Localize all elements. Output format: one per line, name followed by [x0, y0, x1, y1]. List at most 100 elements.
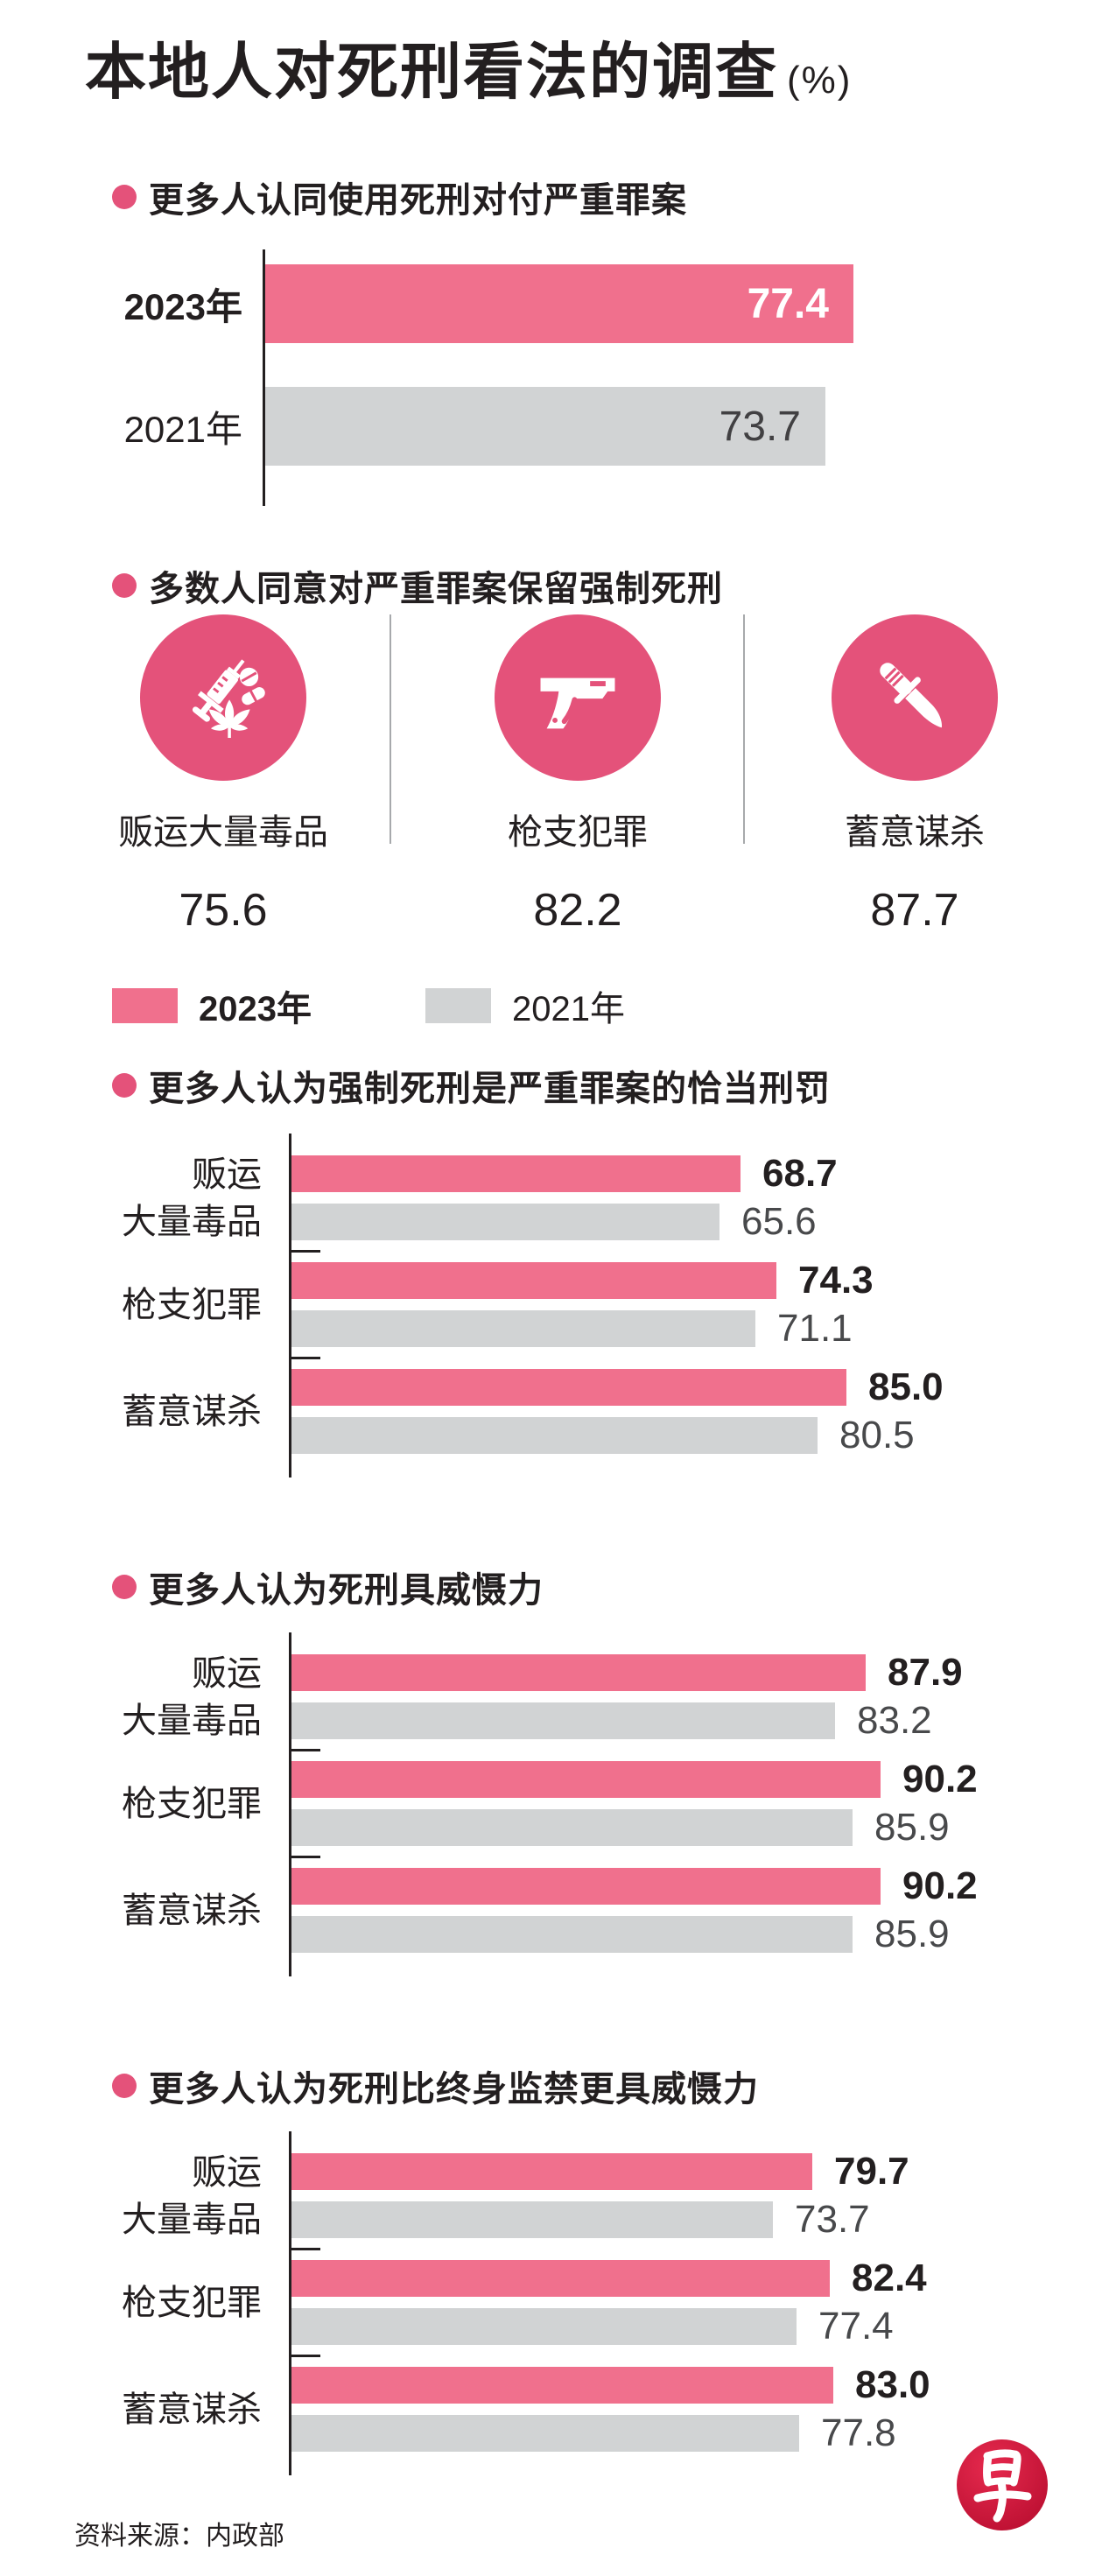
category-label: 蓄意谋杀	[122, 2390, 262, 2429]
value-label: 77.4	[818, 2305, 894, 2348]
bar-2021	[291, 1204, 719, 1240]
bar-row: 87.9	[291, 1651, 1027, 1694]
chart-appropriate-punishment: 贩运 大量毒品 68.7 65.6 枪支犯罪 74.3 71.1 蓄意谋杀 85.0 80.5	[122, 1134, 1027, 1478]
section-header-agree-death-penalty: 更多人认同使用死刑对付严重罪案	[112, 172, 687, 222]
icon-stat-label: 贩运大量毒品	[118, 813, 328, 852]
value-label: 87.9	[888, 1651, 963, 1694]
value-label: 85.9	[874, 1913, 950, 1955]
value-label: 90.2	[902, 1758, 978, 1800]
source-note: 资料来源：内政部	[74, 2522, 284, 2551]
section-header-retain-mandatory: 多数人同意对严重罪案保留强制死刑	[112, 560, 723, 611]
column-divider	[390, 614, 391, 844]
page-title: 本地人对死刑看法的调查 (%)	[85, 23, 852, 111]
icon-stat-gun: 枪支犯罪 82.2	[442, 611, 713, 937]
icon-stat-murder: 蓄意谋杀 87.7	[779, 611, 1050, 937]
bar-group: 贩运 大量毒品 68.7 65.6	[122, 1152, 1027, 1243]
bar-row: 83.0	[291, 2363, 1027, 2406]
zaobao-logo-icon	[957, 2439, 1048, 2530]
value-label: 74.3	[798, 1259, 874, 1302]
bar-group: 枪支犯罪 90.2 85.9	[122, 1749, 1027, 1849]
icon-stat-label: 蓄意谋杀	[845, 813, 985, 852]
value-label: 65.6	[741, 1200, 817, 1243]
category-label: 蓄意谋杀	[122, 1891, 262, 1930]
bar-2021: 73.7	[265, 387, 825, 466]
drug-trafficking-icon	[140, 614, 306, 781]
category-label: 贩运 大量毒品	[122, 2152, 262, 2239]
chart-deterrent: 贩运 大量毒品 87.9 83.2 枪支犯罪 90.2 85.9 蓄意谋杀 90.2 85.9	[122, 1632, 1027, 1976]
bar-row: 90.2	[291, 1758, 1027, 1800]
bar-2023	[291, 1761, 881, 1798]
bar-row: 82.4	[291, 2257, 1027, 2299]
icon-stats-row: 贩运大量毒品 75.6 枪支犯罪 82.2 蓄意谋杀 87.7	[0, 611, 1095, 952]
bar-row: 68.7	[291, 1152, 1027, 1195]
bar-2021	[291, 2308, 797, 2345]
bar-2021	[291, 1310, 755, 1347]
legend-label-2021: 2021年	[511, 990, 625, 1028]
bullet-icon	[112, 185, 137, 209]
category-label: 蓄意谋杀	[122, 1392, 262, 1431]
bar-2023	[291, 1868, 881, 1905]
bar-row: 2023年 77.4	[124, 264, 1053, 343]
section-header-appropriate-punishment: 更多人认为强制死刑是严重罪案的恰当刑罚	[112, 1060, 831, 1111]
bar-group: 枪支犯罪 74.3 71.1	[122, 1250, 1027, 1350]
value-label: 85.9	[874, 1806, 950, 1849]
value-label: 77.4	[747, 280, 829, 327]
bullet-icon	[112, 2074, 137, 2098]
bar-row: 65.6	[291, 1200, 1027, 1243]
value-label: 80.5	[839, 1414, 915, 1456]
category-label: 2023年	[123, 285, 242, 327]
category-label: 枪支犯罪	[122, 1285, 262, 1324]
bullet-icon	[112, 1073, 137, 1098]
icon-stat-value: 87.7	[870, 885, 959, 936]
section-title: 多数人同意对严重罪案保留强制死刑	[149, 570, 723, 608]
value-label: 90.2	[902, 1864, 978, 1907]
bar-2023	[291, 1369, 846, 1406]
chart-legend: 2023年 2021年	[112, 980, 625, 1031]
section-title: 更多人认为强制死刑是严重罪案的恰当刑罚	[149, 1070, 831, 1108]
bar-2023	[291, 1654, 866, 1691]
bar-row: 85.9	[291, 1806, 1027, 1849]
bar-2023	[291, 2367, 833, 2404]
gun-icon	[495, 614, 661, 781]
bar-group: 贩运 大量毒品 87.9 83.2	[122, 1651, 1027, 1742]
bar-group: 贩运 大量毒品 79.7 73.7	[122, 2150, 1027, 2241]
value-label: 73.7	[795, 2198, 870, 2241]
category-label: 贩运 大量毒品	[122, 1653, 262, 1740]
bar-row: 77.8	[291, 2411, 1027, 2454]
knife-icon	[832, 614, 998, 781]
icon-stat-value: 82.2	[533, 885, 622, 936]
legend-item-2021: 2021年	[425, 980, 625, 1031]
chart-agree-death-penalty: 2023年 77.4 2021年 73.7	[124, 249, 1053, 506]
bar-row: 74.3	[291, 1259, 1027, 1302]
bar-group: 蓄意谋杀 83.0 77.8	[122, 2355, 1027, 2454]
icon-stat-value: 75.6	[179, 885, 268, 936]
zaobao-logo	[956, 2439, 1049, 2531]
bullet-icon	[112, 1575, 137, 1599]
bar-2021	[291, 1916, 853, 1953]
value-label: 77.8	[821, 2411, 896, 2454]
bar-group: 枪支犯罪 82.4 77.4	[122, 2248, 1027, 2348]
bar-2021	[291, 1809, 853, 1846]
chart-more-deterrent-than-life: 贩运 大量毒品 79.7 73.7 枪支犯罪 82.4 77.4 蓄意谋杀 83.0 77.8	[122, 2131, 1027, 2475]
value-label: 82.4	[852, 2257, 927, 2299]
bar-group: 蓄意谋杀 90.2 85.9	[122, 1856, 1027, 1955]
bar-2023: 77.4	[265, 264, 853, 343]
value-label: 83.0	[855, 2363, 930, 2406]
value-label: 83.2	[857, 1699, 932, 1742]
bar-2023	[291, 1262, 776, 1299]
column-divider	[743, 614, 745, 844]
bar-row: 83.2	[291, 1699, 1027, 1742]
bar-2021	[291, 1417, 818, 1454]
section-title: 更多人认同使用死刑对付严重罪案	[149, 181, 687, 220]
category-label: 枪支犯罪	[122, 2283, 262, 2322]
value-label: 85.0	[868, 1365, 944, 1408]
bar-row: 73.7	[291, 2198, 1027, 2241]
value-label: 73.7	[719, 403, 801, 450]
category-label: 贩运 大量毒品	[122, 1155, 262, 1241]
bar-group: 蓄意谋杀 85.0 80.5	[122, 1357, 1027, 1456]
icon-stat-label: 枪支犯罪	[508, 813, 648, 852]
bar-row: 79.7	[291, 2150, 1027, 2193]
page-title-text: 本地人对死刑看法的调查	[85, 38, 778, 106]
icon-stat-drugs: 贩运大量毒品 75.6	[88, 611, 359, 937]
